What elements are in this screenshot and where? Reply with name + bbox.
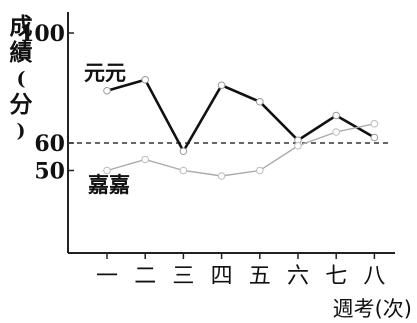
x-tick-label: 八 [363,264,385,289]
x-tick-label: 七 [325,264,347,289]
series-2-point [217,172,226,180]
y-axis-title-char-2: 績 [9,39,33,66]
x-tick-label: 五 [249,264,271,289]
series-2-point [179,166,188,175]
series-line-1 [106,78,376,154]
y-axis-title-char-3: ( [16,68,26,90]
y-axis-title-char-1: 成 [9,13,33,40]
series-label-1: 元元 [84,61,126,85]
x-tick-label: 三 [172,264,194,289]
x-tick-label: 一 [96,264,118,289]
series-1-point [141,75,149,84]
series-2-point [332,128,341,136]
series-1-point [370,133,379,142]
series-2-point [141,155,149,164]
x-tick-label: 六 [287,264,309,289]
series-1-point [217,81,226,90]
x-tick-label: 二 [134,264,156,289]
series-1-point [103,86,111,95]
y-axis-title-char-4: 分 [9,91,33,118]
series-2-point [103,166,111,175]
y-axis-title-char-5: ) [16,120,26,142]
y-tick-label: 60 [34,131,65,157]
series-2-point [294,141,302,150]
series-1-point [179,147,188,156]
x-axis-title: 週考(次) [333,297,412,321]
series-label-2: 嘉嘉 [88,173,130,197]
series-line-2 [106,123,375,177]
series-2-point [256,166,264,175]
y-tick-label: 50 [34,159,65,185]
series-1-point [256,97,264,106]
y-tick-label: 100 [19,21,65,47]
series-1-point [332,111,341,120]
x-tick-label: 四 [211,264,233,289]
series-2-point [370,119,379,128]
y-axis-title: 成 績 ( 分 ) [7,14,35,144]
